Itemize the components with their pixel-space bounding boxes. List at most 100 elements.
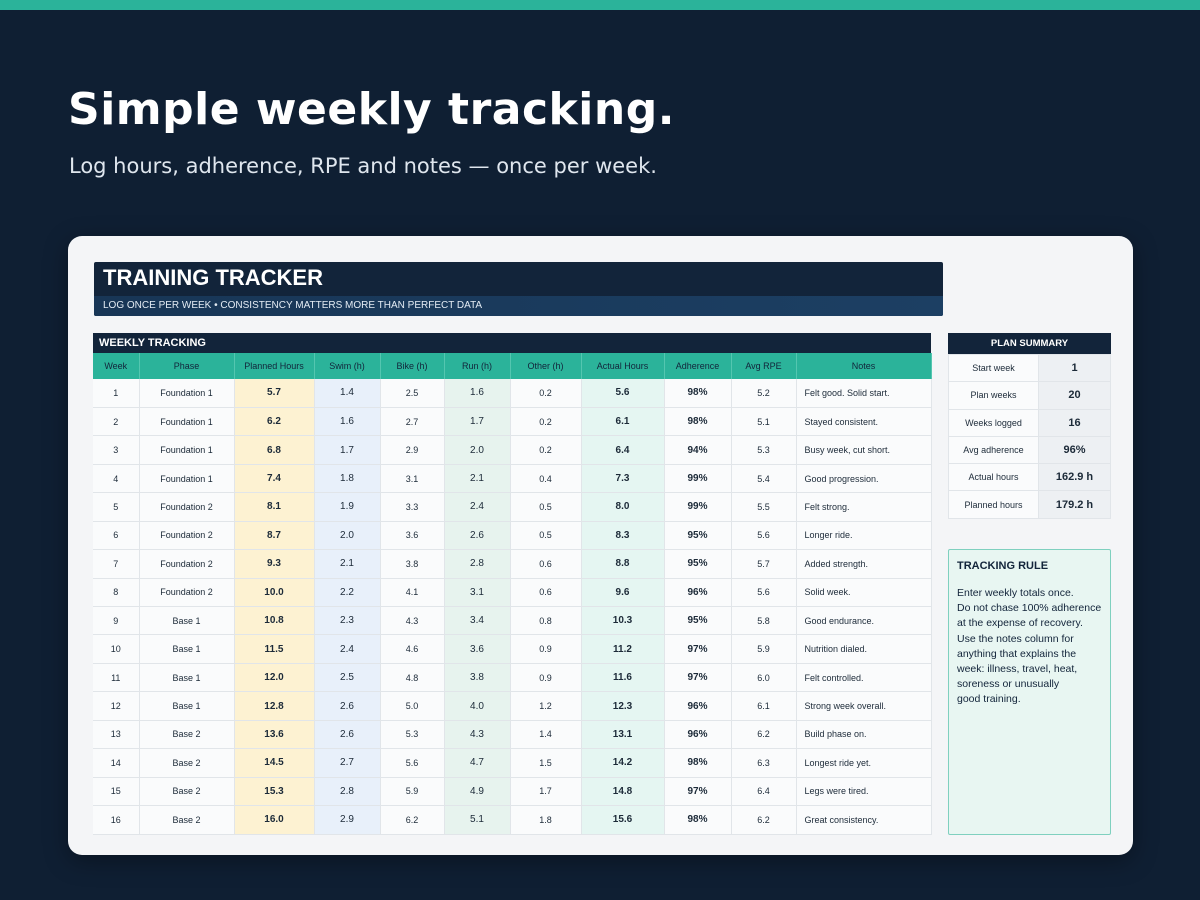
table-cell[interactable]: 11 [93,663,140,693]
table-cell[interactable]: 2.5 [380,379,445,408]
table-cell[interactable]: 5.6 [731,578,797,608]
table-cell[interactable]: 9.6 [581,578,665,608]
table-cell[interactable]: 6.2 [731,720,797,750]
table-cell[interactable]: 95% [664,549,732,579]
table-cell[interactable]: 2.1 [314,549,381,579]
summary-value[interactable]: 162.9 h [1038,463,1111,492]
table-cell[interactable]: 7.3 [581,464,665,494]
table-cell[interactable]: 5.6 [731,521,797,551]
column-header[interactable]: Adherence [664,353,732,379]
table-cell[interactable]: 1.2 [510,691,582,721]
table-cell[interactable]: 95% [664,606,732,636]
table-cell[interactable]: Solid week. [796,578,932,608]
table-cell[interactable]: 3.3 [380,492,445,522]
summary-value[interactable]: 1 [1038,353,1111,383]
table-cell[interactable]: 5.5 [731,492,797,522]
table-cell[interactable]: 1.6 [314,407,381,437]
table-cell[interactable]: Foundation 1 [139,464,235,494]
table-cell[interactable]: Busy week, cut short. [796,435,932,465]
table-cell[interactable]: 98% [664,748,732,778]
table-cell[interactable]: 97% [664,663,732,693]
table-cell[interactable]: Felt controlled. [796,663,932,693]
table-cell[interactable]: 2.6 [314,720,381,750]
table-cell[interactable]: 4.3 [444,720,511,750]
table-cell[interactable]: 5.3 [380,720,445,750]
table-cell[interactable]: 1.9 [314,492,381,522]
table-cell[interactable]: 10.0 [234,578,315,608]
table-cell[interactable]: 6.4 [731,777,797,807]
column-header[interactable]: Swim (h) [314,353,381,379]
table-cell[interactable]: 5.0 [380,691,445,721]
table-cell[interactable]: 98% [664,407,732,437]
table-cell[interactable]: 98% [664,379,732,408]
table-cell[interactable]: Base 2 [139,805,235,835]
table-cell[interactable]: 94% [664,435,732,465]
table-cell[interactable]: 96% [664,720,732,750]
table-cell[interactable]: Great consistency. [796,805,932,835]
table-cell[interactable]: Good endurance. [796,606,932,636]
table-cell[interactable]: Foundation 2 [139,492,235,522]
table-cell[interactable]: 99% [664,464,732,494]
table-cell[interactable]: 0.5 [510,521,582,551]
table-cell[interactable]: Base 2 [139,720,235,750]
table-cell[interactable]: 2.7 [314,748,381,778]
table-cell[interactable]: Base 1 [139,663,235,693]
column-header[interactable]: Notes [796,353,932,379]
table-cell[interactable]: 1.5 [510,748,582,778]
table-cell[interactable]: 2.4 [314,634,381,664]
table-cell[interactable]: 2.7 [380,407,445,437]
table-cell[interactable]: 97% [664,634,732,664]
table-cell[interactable]: 5.6 [581,379,665,408]
table-cell[interactable]: 0.8 [510,606,582,636]
table-cell[interactable]: 8 [93,578,140,608]
table-cell[interactable]: 1.4 [314,379,381,408]
table-cell[interactable]: 2.8 [314,777,381,807]
column-header[interactable]: Bike (h) [380,353,445,379]
table-cell[interactable]: Foundation 1 [139,435,235,465]
table-cell[interactable]: 3.8 [444,663,511,693]
table-cell[interactable]: 0.2 [510,379,582,408]
table-cell[interactable]: 5.2 [731,379,797,408]
table-cell[interactable]: 11.2 [581,634,665,664]
column-header[interactable]: Other (h) [510,353,582,379]
table-cell[interactable]: Longer ride. [796,521,932,551]
table-cell[interactable]: 7 [93,549,140,579]
table-cell[interactable]: Foundation 2 [139,549,235,579]
column-header[interactable]: Phase [139,353,235,379]
table-cell[interactable]: 8.7 [234,521,315,551]
table-cell[interactable]: 12 [93,691,140,721]
table-cell[interactable]: 5 [93,492,140,522]
table-cell[interactable]: 16 [93,805,140,835]
table-cell[interactable]: 1.7 [444,407,511,437]
table-cell[interactable]: 2.5 [314,663,381,693]
table-cell[interactable]: 8.8 [581,549,665,579]
table-cell[interactable]: 9 [93,606,140,636]
table-cell[interactable]: 0.6 [510,549,582,579]
table-cell[interactable]: 4.0 [444,691,511,721]
table-cell[interactable]: 0.2 [510,435,582,465]
table-cell[interactable]: 8.0 [581,492,665,522]
table-cell[interactable]: 6.1 [581,407,665,437]
table-cell[interactable]: 13.1 [581,720,665,750]
table-cell[interactable]: Base 1 [139,606,235,636]
table-cell[interactable]: 5.8 [731,606,797,636]
table-cell[interactable]: Nutrition dialed. [796,634,932,664]
table-cell[interactable]: 3.4 [444,606,511,636]
summary-value[interactable]: 96% [1038,435,1111,465]
column-header[interactable]: Avg RPE [731,353,797,379]
table-cell[interactable]: 1.6 [444,379,511,408]
table-cell[interactable]: 4.8 [380,663,445,693]
table-cell[interactable]: 0.6 [510,578,582,608]
table-cell[interactable]: 5.7 [234,379,315,408]
table-cell[interactable]: 2.8 [444,549,511,579]
table-cell[interactable]: 98% [664,805,732,835]
table-cell[interactable]: 5.9 [380,777,445,807]
table-cell[interactable]: 14 [93,748,140,778]
table-cell[interactable]: 5.6 [380,748,445,778]
table-cell[interactable]: 1.4 [510,720,582,750]
table-cell[interactable]: 1 [93,379,140,408]
table-cell[interactable]: 99% [664,492,732,522]
table-cell[interactable]: 2.3 [314,606,381,636]
table-cell[interactable]: 10 [93,634,140,664]
table-cell[interactable]: Stayed consistent. [796,407,932,437]
